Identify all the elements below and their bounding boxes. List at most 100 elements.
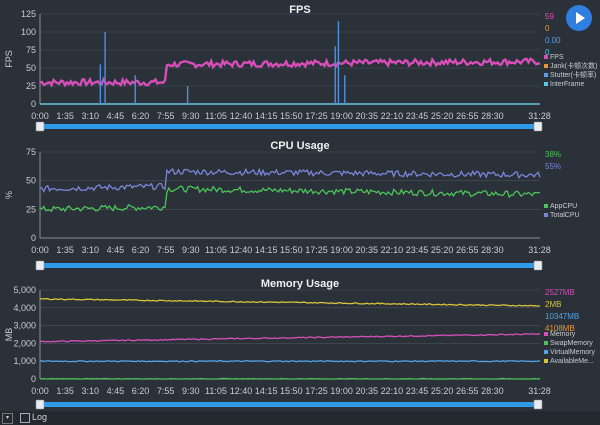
x-tick-label: 31:28 [528, 245, 551, 255]
x-tick-label: 6:20 [132, 386, 150, 396]
charts-canvas: 0 25 50 75 100 125 FPS 0:00 1:35 3:10 4:45 6:20 7:55… [4, 9, 597, 410]
range-slider-start-handle[interactable] [35, 260, 45, 271]
x-tick-label: 15:50 [280, 111, 303, 121]
x-tick-label: 3:10 [81, 386, 99, 396]
y-tick-label: 4,000 [13, 303, 36, 313]
range-slider-end-handle[interactable] [533, 121, 543, 132]
legend-value: 0 [545, 48, 550, 57]
x-tick-label: 9:30 [182, 386, 200, 396]
y-tick-label: 0 [31, 374, 36, 384]
x-tick-label: 3:10 [81, 245, 99, 255]
footer-bar: ▾ Log [0, 411, 600, 425]
x-tick-label: 0:00 [31, 386, 49, 396]
y-tick-label: 0 [31, 233, 36, 243]
x-tick-label: 19:00 [330, 386, 353, 396]
range-slider-end-handle[interactable] [533, 260, 543, 271]
legend-label: AvailableMe... [550, 358, 594, 365]
y-tick-label: 50 [26, 63, 36, 73]
fps-chart-title: FPS [289, 4, 311, 16]
legend-label: Jank(卡顿次数) [550, 61, 597, 70]
x-tick-label: 0:00 [31, 111, 49, 121]
legend-value: 10347MB [545, 312, 579, 321]
x-tick-label: 7:55 [157, 245, 175, 255]
y-tick-label: 75 [26, 147, 36, 157]
series-line-0 [39, 56, 541, 88]
x-tick-label: 3:10 [81, 111, 99, 121]
log-checkbox[interactable] [20, 413, 30, 423]
y-tick-label: 25 [26, 81, 36, 91]
x-tick-label: 11:05 [205, 386, 227, 396]
legend-value: 59 [545, 12, 554, 21]
x-tick-label: 14:15 [255, 245, 278, 255]
x-tick-label: 25:20 [431, 245, 454, 255]
x-tick-label: 17:25 [305, 111, 328, 121]
play-button[interactable] [566, 5, 592, 31]
y-tick-label: 75 [26, 45, 36, 55]
x-tick-label: 28:30 [481, 386, 504, 396]
chart-2: 0 1,000 2,000 3,000 4,000 5,000 MB 0:00 1:35 3:10… [4, 285, 595, 410]
y-tick-label: 2,000 [13, 338, 36, 348]
y-axis-label: FPS [4, 50, 14, 68]
x-tick-label: 9:30 [182, 111, 200, 121]
x-tick-label: 31:28 [528, 111, 551, 121]
range-slider-end-handle[interactable] [533, 399, 543, 410]
x-tick-label: 31:28 [528, 386, 551, 396]
x-tick-label: 23:45 [406, 245, 429, 255]
x-tick-label: 4:45 [107, 111, 125, 121]
legend-label: InterFrame [550, 81, 584, 88]
x-tick-label: 26:55 [456, 245, 479, 255]
play-icon [576, 12, 585, 24]
legend-value: 2527MB [545, 288, 575, 297]
legend-swatch [544, 359, 548, 363]
x-tick-label: 19:00 [330, 111, 353, 121]
chart-1: 0 25 50 75% 0:00 1:35 3:10 4:45 6:20 7:55 9:30 11:0… [4, 147, 580, 271]
x-tick-label: 20:35 [355, 245, 378, 255]
legend-swatch [544, 213, 548, 217]
legend-swatch [544, 204, 548, 208]
x-tick-label: 28:30 [481, 245, 504, 255]
range-slider-start-handle[interactable] [35, 399, 45, 410]
y-tick-label: 5,000 [13, 285, 36, 295]
x-tick-label: 19:00 [330, 245, 353, 255]
series-line-3 [39, 297, 541, 307]
x-tick-label: 25:20 [431, 111, 454, 121]
series-line-1 [39, 167, 541, 193]
series-line-0 [39, 333, 541, 343]
range-slider-track [36, 263, 541, 268]
range-slider-start-handle[interactable] [35, 121, 45, 132]
x-tick-label: 17:25 [305, 245, 328, 255]
legend-swatch [544, 82, 548, 86]
range-slider-track [36, 402, 541, 407]
x-tick-label: 7:55 [157, 386, 175, 396]
x-tick-label: 4:45 [107, 386, 125, 396]
legend-value: 2MB [545, 300, 561, 309]
y-tick-label: 0 [31, 99, 36, 109]
memory-chart-title: Memory Usage [260, 278, 340, 290]
legend-value: 55% [545, 162, 561, 171]
x-tick-label: 20:35 [355, 386, 378, 396]
legend-value: 4108MB [545, 324, 575, 333]
x-tick-label: 12:40 [230, 245, 253, 255]
x-tick-label: 25:20 [431, 386, 454, 396]
x-tick-label: 1:35 [56, 245, 74, 255]
cpu-chart-title: CPU Usage [270, 140, 330, 152]
x-tick-label: 1:35 [56, 111, 74, 121]
legend-swatch [544, 350, 548, 354]
y-axis-label: % [4, 191, 14, 199]
x-tick-label: 15:50 [280, 245, 303, 255]
y-tick-label: 50 [26, 176, 36, 186]
legend-value: 0 [545, 24, 550, 33]
log-dropdown[interactable]: ▾ [2, 413, 13, 424]
legend-swatch [544, 55, 548, 59]
x-tick-label: 26:55 [456, 111, 479, 121]
x-tick-label: 23:45 [406, 386, 429, 396]
x-tick-label: 14:15 [255, 111, 278, 121]
x-tick-label: 6:20 [132, 111, 150, 121]
y-tick-label: 3,000 [13, 321, 36, 331]
x-tick-label: 17:25 [305, 386, 328, 396]
x-tick-label: 4:45 [107, 245, 125, 255]
x-tick-label: 12:40 [230, 111, 253, 121]
legend-label: Stutter(卡顿率) [550, 70, 596, 79]
x-tick-label: 9:30 [182, 245, 200, 255]
legend-label: VirtualMemory [550, 349, 595, 356]
